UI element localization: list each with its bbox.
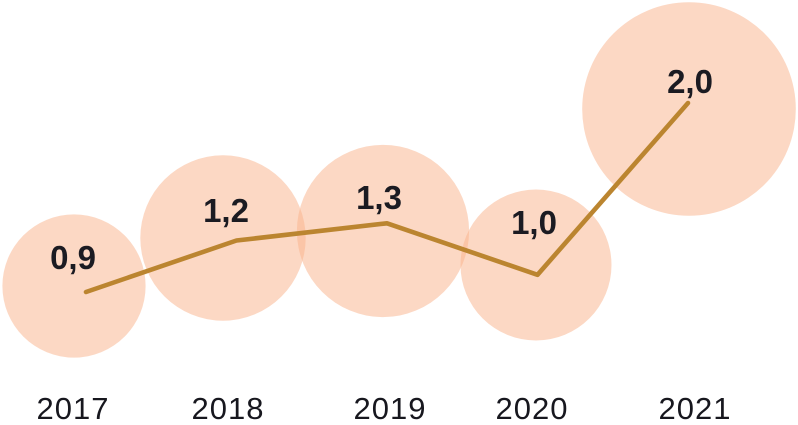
x-tick-2017: 2017 (37, 391, 110, 425)
value-label-2021: 2,0 (667, 63, 713, 100)
value-label-2017: 0,9 (50, 239, 96, 276)
trend-line (83, 100, 691, 295)
x-tick-2021: 2021 (659, 391, 732, 425)
bubble-2019 (296, 144, 470, 318)
x-tick-2020: 2020 (496, 391, 569, 425)
value-label-2019: 1,3 (356, 179, 402, 216)
bubble-2017 (2, 214, 146, 358)
value-label-2020: 1,0 (511, 204, 557, 241)
x-tick-2018: 2018 (192, 391, 265, 425)
x-tick-2019: 2019 (354, 391, 427, 425)
value-label-2018: 1,2 (203, 192, 249, 229)
bubble-2020 (460, 189, 612, 341)
bubble-2018 (140, 155, 306, 321)
